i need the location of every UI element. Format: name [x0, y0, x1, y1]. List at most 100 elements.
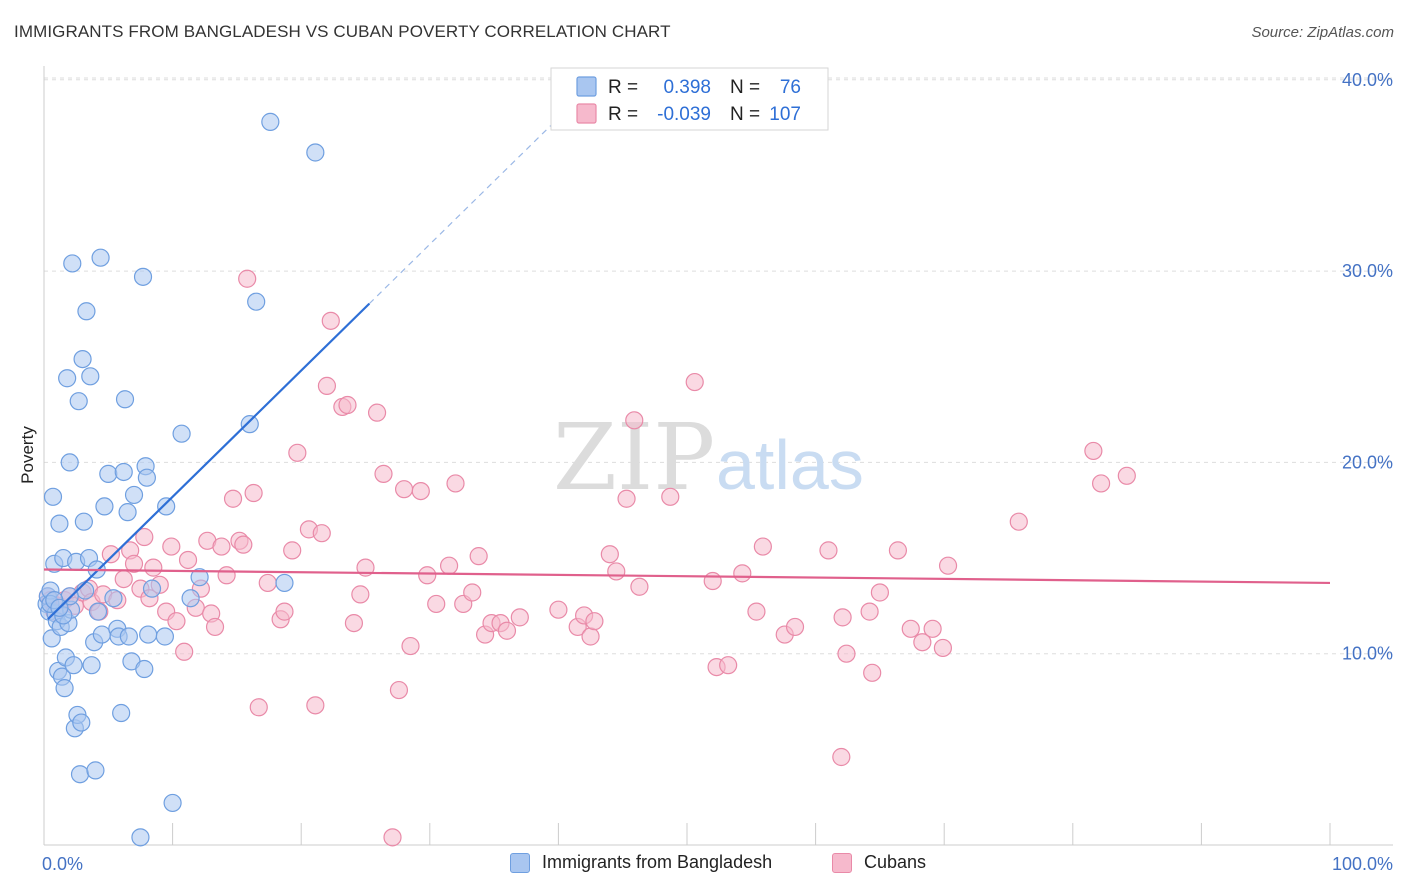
legend-n-value-pink: 107 [769, 104, 801, 125]
bangladesh-point [112, 703, 131, 723]
cubans-point [162, 537, 181, 556]
bangladesh-point [118, 503, 137, 522]
bangladesh-point [91, 248, 110, 267]
cubans-point [819, 541, 838, 560]
cubans-point [234, 535, 253, 554]
cubans-point [144, 558, 163, 577]
cubans-point [785, 617, 805, 637]
cubans-point [510, 608, 529, 627]
cubans-point [733, 564, 752, 583]
legend-r-value-blue: 0.398 [663, 77, 711, 98]
bangladesh-point [76, 581, 95, 600]
cubans-point [212, 537, 231, 556]
bangladesh-trend-extension [368, 117, 559, 305]
cubans-point [258, 573, 277, 593]
bangladesh-point [55, 679, 74, 698]
bangladesh-point [142, 579, 162, 598]
cubans-point [446, 474, 465, 493]
bangladesh-point [81, 367, 100, 386]
legend-item-cubans[interactable]: Cubans [832, 852, 926, 873]
bangladesh-point [99, 464, 118, 483]
bangladesh-point [115, 390, 135, 409]
bangladesh-point [306, 143, 325, 162]
y-tick-label: 20.0% [1342, 452, 1393, 472]
cubans-point [383, 828, 402, 847]
trend-layer [43, 117, 1331, 621]
cubans-point [344, 613, 364, 633]
bangladesh-point [119, 627, 138, 646]
cubans-point [600, 545, 619, 564]
bangladesh-point [77, 302, 96, 321]
bangladesh-point [163, 793, 182, 813]
cubans-point [135, 527, 154, 547]
legend-r-label-pink: R = [608, 104, 638, 125]
x-tick-label-min: 0.0% [42, 854, 83, 874]
legend-swatch-blue [576, 76, 597, 97]
y-tick-label: 40.0% [1342, 70, 1393, 90]
cubans-point [244, 483, 263, 503]
cubans-point [860, 602, 879, 621]
cubans-point [549, 600, 568, 619]
cubans-point [178, 550, 198, 570]
cubans-point [661, 487, 680, 506]
cubans-point [238, 269, 257, 288]
watermark: ZIP atlas [553, 404, 864, 511]
cubans-point [114, 569, 133, 589]
cubans-point [374, 464, 393, 483]
cubans-point [617, 489, 636, 508]
cubans-point [124, 554, 144, 573]
legend-r-label-blue: R = [608, 77, 638, 98]
bangladesh-point [64, 656, 83, 675]
bangladesh-trend-line [47, 302, 371, 621]
cubans-point [249, 698, 268, 717]
bangladesh-point [139, 625, 158, 644]
bangladesh-point [74, 512, 93, 531]
bangladesh-point [190, 568, 209, 587]
chart-source: Source: ZipAtlas.com [1251, 24, 1394, 41]
bangladesh-point [63, 254, 82, 273]
bangladesh-point [86, 761, 105, 780]
cubans-point [497, 621, 517, 640]
cubans-point [625, 411, 644, 430]
cubans-point [389, 680, 409, 700]
y-tick-label: 10.0% [1342, 644, 1393, 664]
cubans-point [685, 372, 704, 392]
cubans-point [205, 617, 225, 637]
cubans-point [901, 619, 920, 638]
bangladesh-point [114, 462, 133, 482]
bangladesh-point [131, 828, 150, 847]
bangladesh-point [133, 267, 153, 286]
cubans-trend-line [43, 568, 1331, 585]
y-axis-title: Poverty [18, 426, 37, 484]
bangladesh-point [88, 602, 108, 621]
bangladesh-point [275, 573, 294, 593]
cubans-point [870, 583, 890, 602]
cubans-point [401, 636, 420, 656]
cubans-point [1009, 512, 1028, 531]
legend-n-value-blue: 76 [780, 77, 801, 98]
cubans-point [469, 547, 488, 566]
cubans-point [367, 403, 387, 422]
cubans-point [321, 311, 340, 330]
legend-label-bangladesh: Immigrants from Bangladesh [542, 852, 773, 872]
legend-item-bangladesh[interactable]: Immigrants from Bangladesh [510, 852, 772, 873]
bangladesh-point [240, 415, 259, 434]
x-tick-label-max: 100.0% [1332, 854, 1393, 874]
cubans-point [938, 556, 958, 575]
cubans-points [38, 269, 1136, 847]
bangladesh-point [157, 497, 176, 516]
cubans-point [933, 638, 953, 658]
cubans-point [167, 612, 186, 631]
cubans-point [581, 627, 600, 646]
bangladesh-point [247, 292, 266, 311]
bangladesh-point [72, 713, 91, 732]
bangladesh-points [37, 112, 325, 847]
cubans-point [888, 541, 908, 560]
legend-r-value-pink: -0.039 [657, 104, 711, 125]
watermark-atlas: atlas [716, 426, 864, 504]
cubans-point [306, 696, 325, 715]
bangladesh-point [92, 625, 111, 644]
cubans-point [439, 556, 459, 575]
cubans-point [223, 489, 243, 508]
bangladesh-point [95, 497, 114, 516]
